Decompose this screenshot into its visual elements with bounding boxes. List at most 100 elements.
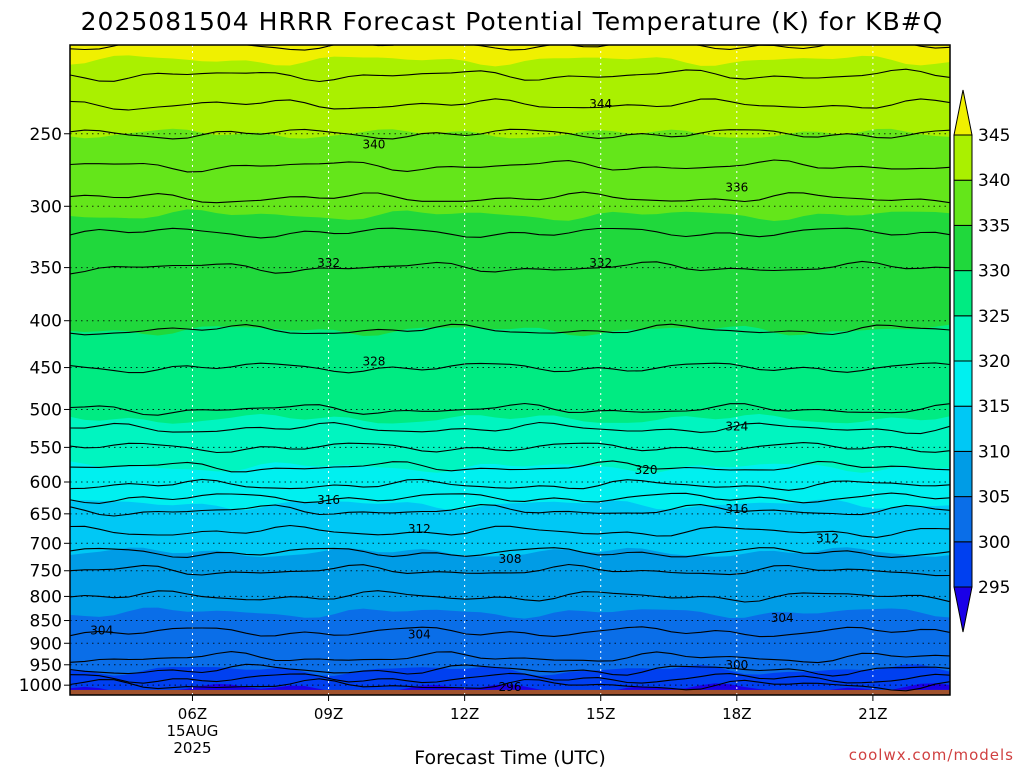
y-tick-label-400: 400 [30,312,62,332]
x-tick-label-06Z: 06Z [178,705,207,723]
contour-346 [70,45,950,51]
credit-text[interactable]: coolwx.com/models [849,746,1014,764]
colorbar-swatch-330 [953,224,973,272]
contour-labels: 344 340 336 332 332 328 324 320 316 316 312 312 308 3… [90,97,839,694]
colorbar-label-310: 310 [978,442,1010,462]
contour-324 [70,421,950,435]
colorbar-swatch-305 [953,450,973,498]
contour-310 [70,547,950,558]
colorbar-swatch-300 [953,496,973,543]
colorbar-arrow-bottom [953,586,973,633]
contour-label-300: 300 [725,658,748,672]
colorbar: 295 300 305 310 315 320 325 330 335 340 345 [953,89,1010,633]
band-above-340 [70,45,950,139]
contour-338 [70,159,950,173]
colorbar-swatch-320 [953,315,973,362]
contour-342 [70,98,950,111]
contour-300 [70,663,950,677]
contour-label-316: 316 [725,502,748,516]
contour-322 [70,442,950,454]
contour-312 [70,524,950,538]
colorbar-swatch-325 [953,270,973,317]
y-tick-label-950: 950 [30,656,62,676]
contour-334 [70,227,950,239]
contour-296 [70,678,950,692]
contour-316 [70,492,950,504]
colorbar-label-335: 335 [978,216,1010,236]
y-tick-label-1000: 1000 [19,676,62,696]
colorbar-label-315: 315 [978,397,1010,417]
colorbar-label-345: 345 [978,126,1010,146]
contour-340 [70,128,950,140]
y-tick-label-500: 500 [30,400,62,420]
contour-label-320: 320 [635,463,658,477]
y-tick-label-450: 450 [30,359,62,379]
colorbar-arrow-top [953,89,973,136]
contour-label-296: 296 [499,680,522,694]
y-tick-label-300: 300 [30,197,62,217]
contour-308 [70,563,950,577]
contour-label-304: 304 [771,611,794,625]
contour-label-308: 308 [499,552,522,566]
contour-label-336: 336 [725,180,748,194]
plot-frame [69,44,951,696]
x-tick-label-18Z: 18Z [722,705,751,723]
y-tick-label-850: 850 [30,612,62,632]
y-tick-label-700: 700 [30,534,62,554]
y-tick-label-550: 550 [30,438,62,458]
x-tick-label-09Z: 09Z [314,705,343,723]
y-axis: 2503003504004505005506006507007508008509… [19,125,70,696]
contour-318 [70,478,950,491]
theta-contour-lines [70,45,950,692]
y-tick-label-650: 650 [30,505,62,525]
y-tick-label-600: 600 [30,473,62,493]
x-tick-date: 15AUG [166,722,218,740]
contour-label-340: 340 [362,138,385,152]
band-above-345 [70,45,950,67]
x-axis-title: Forecast Time (UTC) [414,747,605,768]
contour-label-316: 316 [317,493,340,507]
colorbar-label-305: 305 [978,488,1010,508]
contour-label-344: 344 [589,97,612,111]
contour-label-324: 324 [725,420,748,434]
colorbar-swatch-315 [953,360,973,407]
contour-344 [70,68,950,83]
contour-336 [70,191,950,204]
colorbar-swatch-310 [953,405,973,452]
x-tick-label-15Z: 15Z [586,705,615,723]
contour-label-304: 304 [90,624,113,638]
colorbar-label-300: 300 [978,533,1010,553]
colorbar-label-340: 340 [978,171,1010,191]
contour-332 [70,260,950,275]
contour-label-332: 332 [317,256,340,270]
contour-label-328: 328 [362,354,385,368]
x-tick-label-12Z: 12Z [450,705,479,723]
contour-label-304: 304 [408,627,431,641]
contour-314 [70,504,950,517]
y-tick-label-250: 250 [30,125,62,145]
contour-304 [70,626,950,638]
contour-298 [70,672,950,684]
theta-filled-bands [70,45,950,695]
contour-label-312: 312 [816,532,839,546]
x-tick-year: 2025 [173,739,211,757]
colorbar-swatch-335 [953,179,973,226]
grid-lines [70,45,950,695]
contour-330 [70,323,950,336]
contour-306 [70,590,950,603]
contour-320 [70,460,950,473]
ground-surface [70,689,950,695]
contour-326 [70,402,950,416]
colorbar-label-325: 325 [978,307,1010,327]
y-tick-label-750: 750 [30,562,62,582]
colorbar-label-295: 295 [978,578,1010,598]
y-tick-label-900: 900 [30,634,62,654]
contour-label-312: 312 [408,522,431,536]
y-tick-label-350: 350 [30,259,62,279]
contour-328 [70,362,950,374]
contour-label-332: 332 [589,256,612,270]
colorbar-label-320: 320 [978,352,1010,372]
y-tick-label-800: 800 [30,587,62,607]
